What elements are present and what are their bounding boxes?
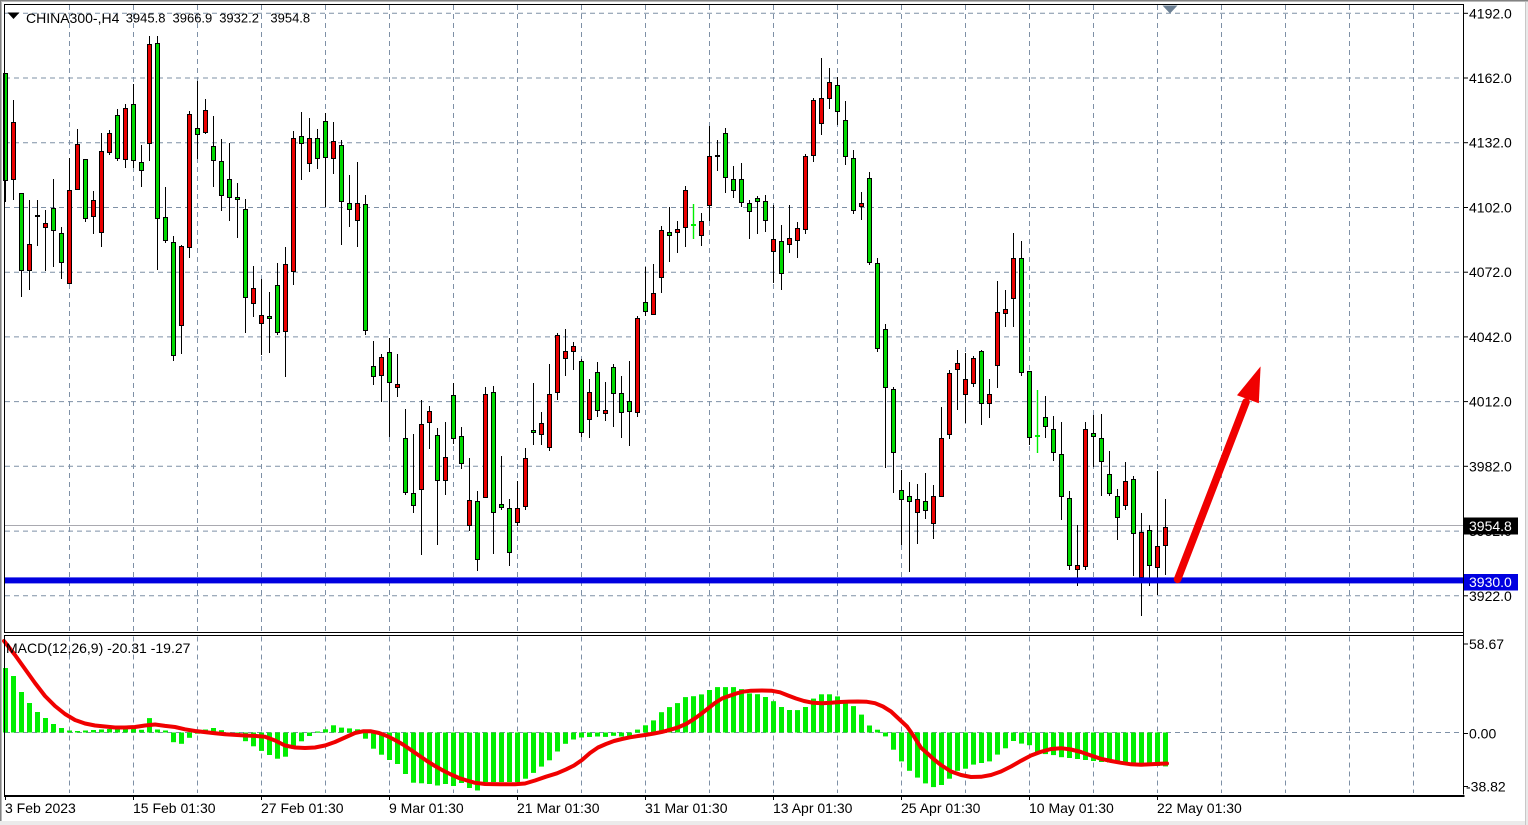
svg-text:21 Mar 01:30: 21 Mar 01:30 bbox=[517, 800, 600, 816]
svg-text:3966.9: 3966.9 bbox=[173, 11, 213, 26]
svg-text:58.67: 58.67 bbox=[1469, 636, 1504, 652]
svg-text:3954.8: 3954.8 bbox=[1469, 518, 1512, 534]
svg-text:4012.0: 4012.0 bbox=[1469, 394, 1512, 410]
svg-text:22 May 01:30: 22 May 01:30 bbox=[1157, 800, 1242, 816]
svg-text:4162.0: 4162.0 bbox=[1469, 70, 1512, 86]
svg-text:13 Apr 01:30: 13 Apr 01:30 bbox=[773, 800, 853, 816]
svg-text:3932.2: 3932.2 bbox=[219, 11, 259, 26]
svg-text:MACD(12,26,9) -20.31 -19.27: MACD(12,26,9) -20.31 -19.27 bbox=[6, 640, 191, 656]
svg-text:4192.0: 4192.0 bbox=[1469, 5, 1512, 21]
svg-text:3954.8: 3954.8 bbox=[270, 11, 310, 26]
svg-text:3930.0: 3930.0 bbox=[1469, 574, 1512, 590]
svg-text:15 Feb 01:30: 15 Feb 01:30 bbox=[133, 800, 216, 816]
svg-text:0.00: 0.00 bbox=[1469, 726, 1496, 742]
svg-text:3922.0: 3922.0 bbox=[1469, 588, 1512, 604]
svg-text:4042.0: 4042.0 bbox=[1469, 329, 1512, 345]
svg-text:10 May 01:30: 10 May 01:30 bbox=[1029, 800, 1114, 816]
svg-text:-38.82: -38.82 bbox=[1466, 779, 1506, 795]
svg-text:4102.0: 4102.0 bbox=[1469, 200, 1512, 216]
svg-text:4132.0: 4132.0 bbox=[1469, 135, 1512, 151]
svg-text:27 Feb 01:30: 27 Feb 01:30 bbox=[261, 800, 344, 816]
svg-text:4072.0: 4072.0 bbox=[1469, 264, 1512, 280]
svg-text:9 Mar 01:30: 9 Mar 01:30 bbox=[389, 800, 464, 816]
svg-text:3 Feb 2023: 3 Feb 2023 bbox=[5, 800, 76, 816]
svg-text:3945.8: 3945.8 bbox=[126, 11, 166, 26]
svg-text:25 Apr 01:30: 25 Apr 01:30 bbox=[901, 800, 981, 816]
svg-text:CHINA300-,H4: CHINA300-,H4 bbox=[26, 10, 120, 26]
svg-text:3982.0: 3982.0 bbox=[1469, 458, 1512, 474]
svg-text:31 Mar 01:30: 31 Mar 01:30 bbox=[645, 800, 728, 816]
